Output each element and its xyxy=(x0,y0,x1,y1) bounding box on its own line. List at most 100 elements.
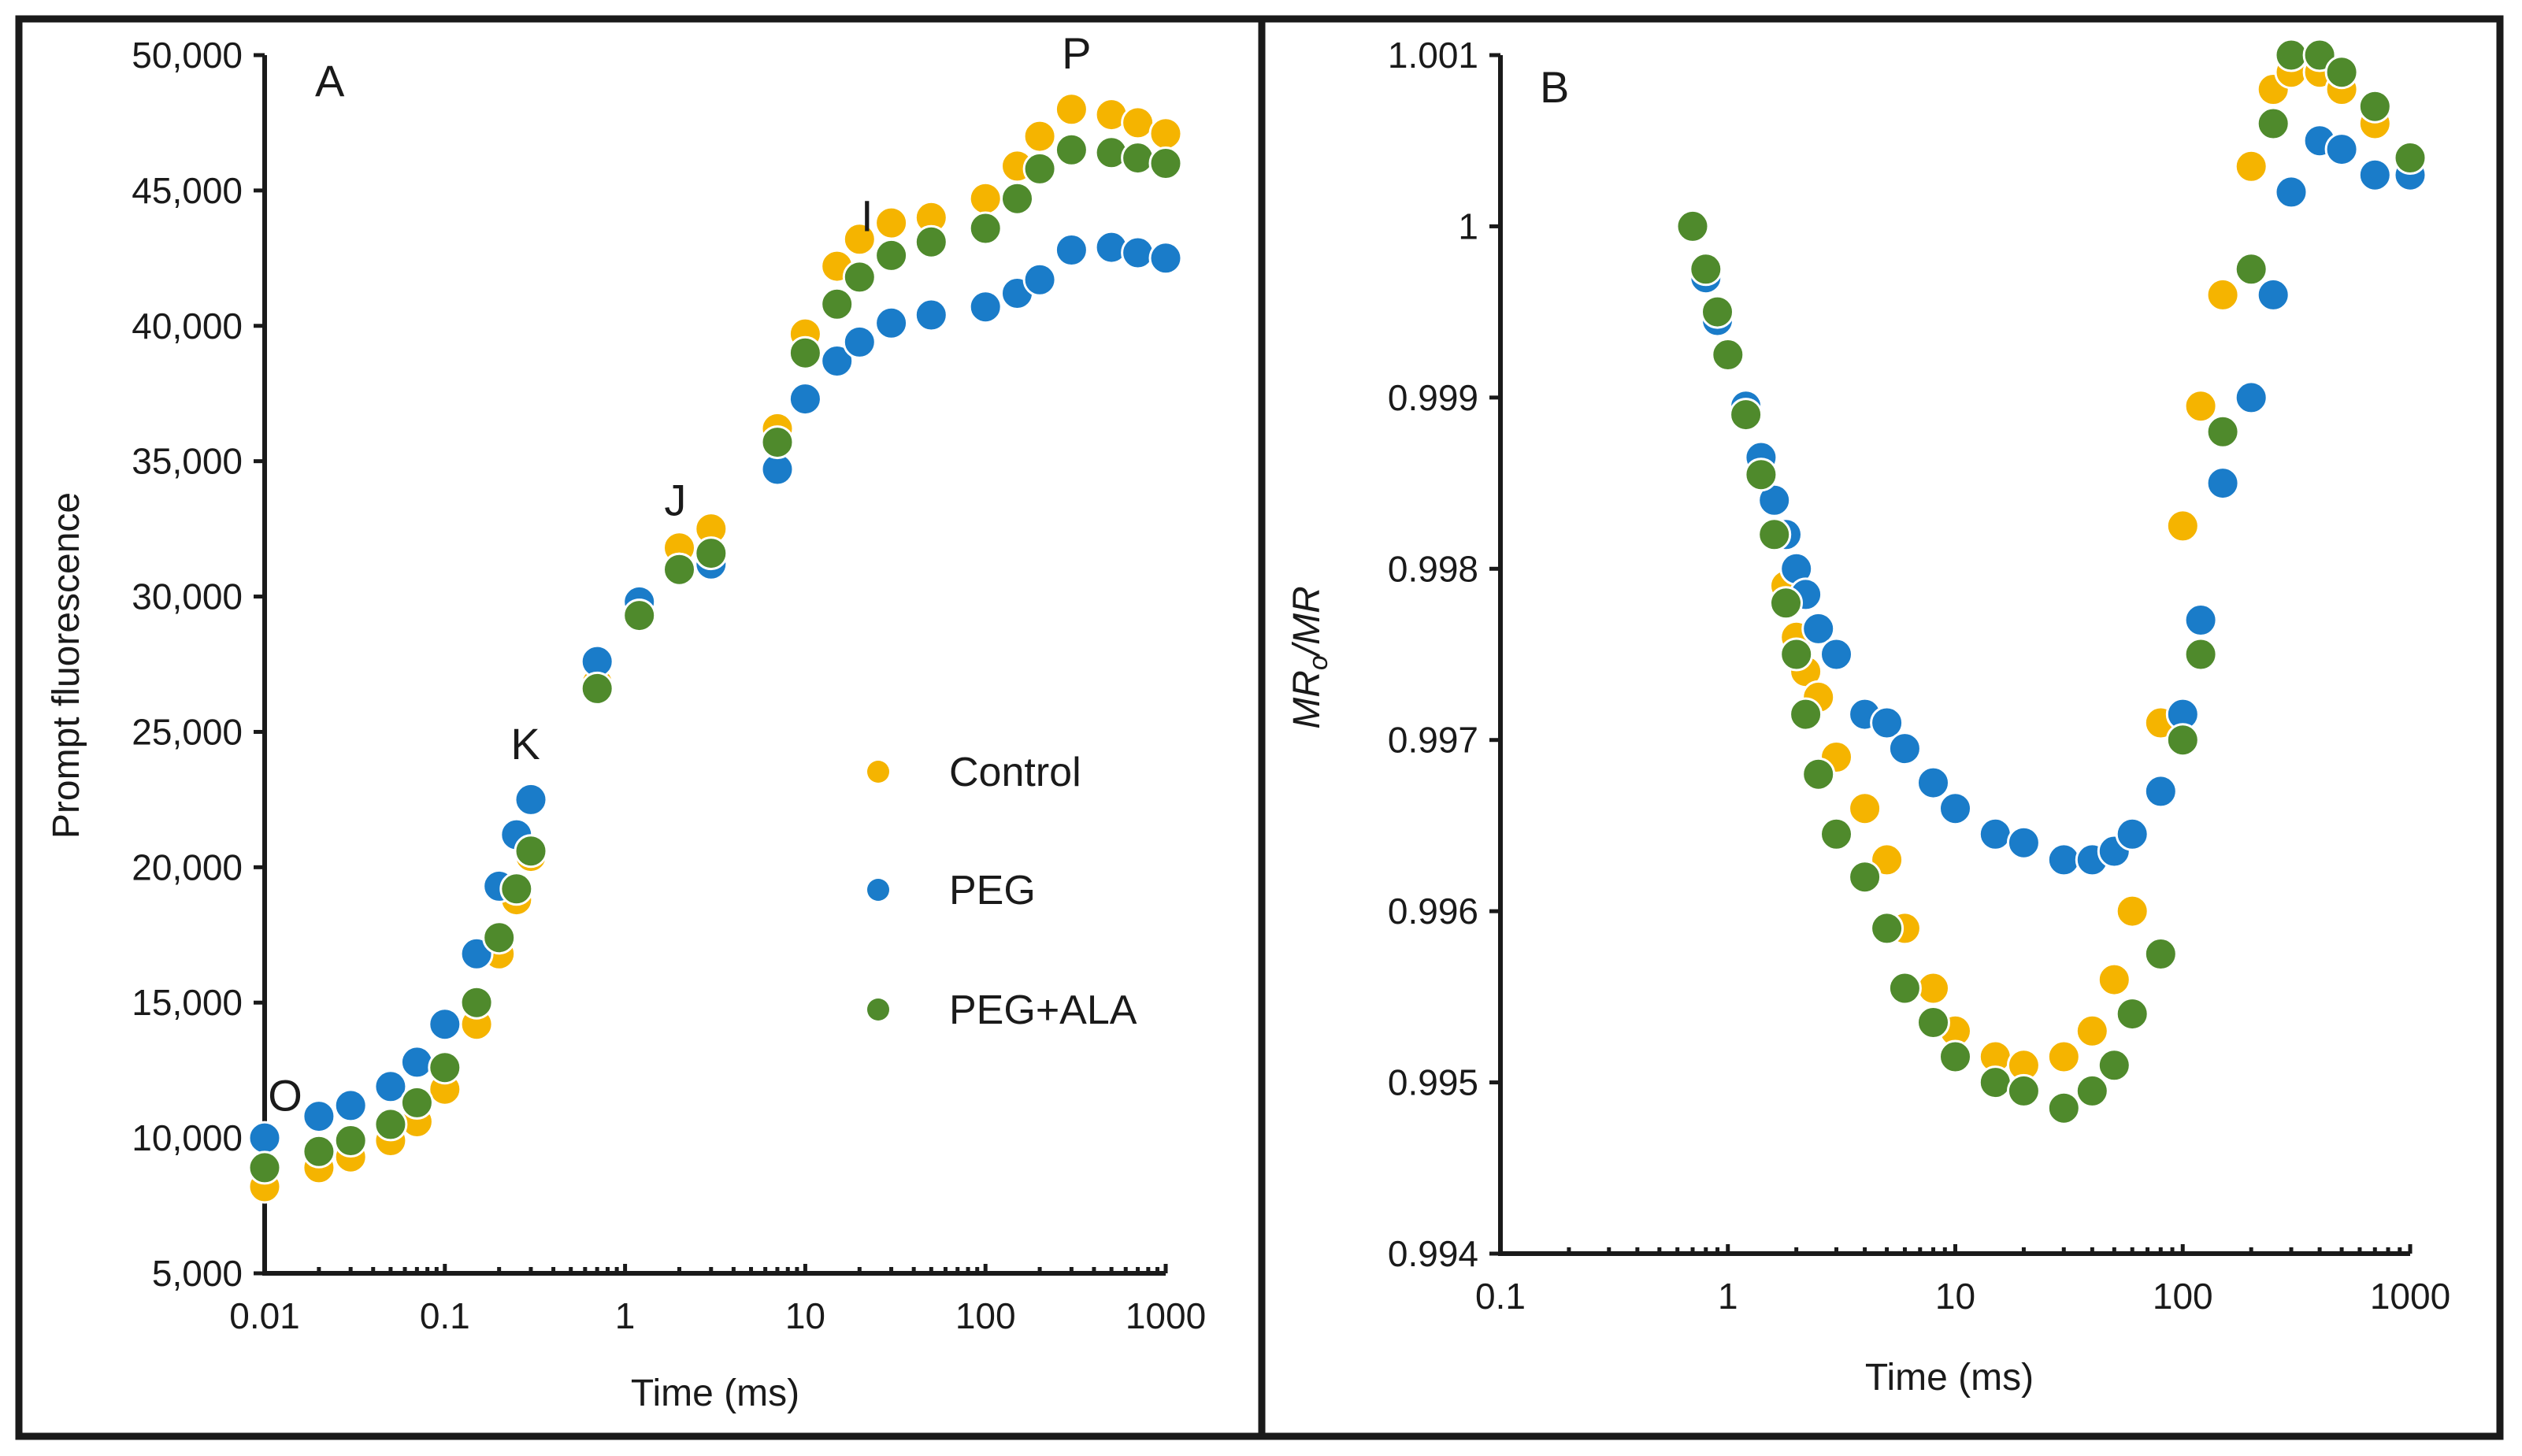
data-point-peg xyxy=(2234,380,2268,415)
data-point-peg-ala xyxy=(2006,1073,2041,1108)
x-tick-label: 10 xyxy=(1935,1276,1975,1317)
x-tick-label: 1000 xyxy=(2370,1276,2450,1317)
data-point-peg-ala xyxy=(514,834,548,869)
data-point-control xyxy=(1148,117,1183,151)
data-point-control xyxy=(1054,92,1089,127)
data-point-peg-ala xyxy=(2357,89,2392,124)
y-tick-label: 40,000 xyxy=(132,306,243,346)
data-point-peg xyxy=(2006,825,2041,860)
legend-label-control: Control xyxy=(949,750,1081,795)
data-point-peg-ala xyxy=(482,921,517,955)
legend-label-peg-ala: PEG+ALA xyxy=(949,987,1137,1033)
y-tick-label: 15,000 xyxy=(132,982,243,1023)
data-point-peg-ala xyxy=(788,335,822,370)
data-point-peg-ala xyxy=(1769,586,1803,621)
data-point-control xyxy=(2165,509,2200,543)
y-tick-label: 5,000 xyxy=(152,1253,243,1294)
data-point-peg xyxy=(1022,262,1057,297)
data-point-peg-ala xyxy=(1744,458,1778,492)
data-point-peg-ala xyxy=(247,1150,282,1185)
data-point-peg-ala xyxy=(1675,209,1710,243)
y-tick-label: 45,000 xyxy=(132,170,243,211)
data-point-peg-ala xyxy=(1121,141,1155,176)
data-point-peg-ala xyxy=(760,425,795,460)
data-point-control xyxy=(1916,971,1950,1006)
data-point-peg xyxy=(1819,637,1853,672)
data-point-peg xyxy=(1148,241,1183,276)
y-tick-label: 0.997 xyxy=(1388,720,1478,761)
data-point-peg-ala xyxy=(499,872,534,906)
data-point-control xyxy=(1870,843,1904,877)
legend-marker-control xyxy=(867,761,889,783)
data-point-peg-ala xyxy=(2393,141,2427,175)
x-tick-label: 100 xyxy=(2153,1276,2213,1317)
data-point-peg-ala xyxy=(1700,295,1734,329)
y-tick-label: 35,000 xyxy=(132,441,243,482)
data-point-peg xyxy=(2256,277,2290,312)
data-point-peg-ala xyxy=(2183,637,2218,672)
data-point-peg-ala xyxy=(2097,1048,2131,1083)
data-point-peg-ala xyxy=(1887,971,1922,1006)
data-point-peg xyxy=(2046,843,2081,877)
data-point-control xyxy=(1022,119,1057,154)
data-point-peg xyxy=(2357,157,2392,192)
data-point-peg-ala xyxy=(1689,252,1723,287)
data-point-peg xyxy=(1978,817,2012,851)
data-point-peg-ala xyxy=(428,1050,462,1085)
y-tick-label: 0.995 xyxy=(1388,1062,1478,1103)
data-point-peg-ala xyxy=(2324,55,2359,90)
y-tick-label: 50,000 xyxy=(132,35,243,76)
data-point-peg xyxy=(1054,233,1089,267)
data-point-peg-ala xyxy=(302,1134,336,1169)
data-point-peg-ala xyxy=(1819,817,1853,851)
data-point-peg xyxy=(373,1069,408,1104)
data-point-peg xyxy=(788,382,822,417)
data-point-control xyxy=(1848,791,1882,826)
x-tick-label: 1 xyxy=(615,1295,636,1336)
y-tick-label: 0.999 xyxy=(1388,377,1478,418)
data-point-control xyxy=(2205,277,2240,312)
panel-b-letter: B xyxy=(1540,62,1569,112)
legend-marker-peg-ala xyxy=(867,998,889,1021)
data-point-control xyxy=(2046,1039,2081,1074)
data-point-peg xyxy=(842,324,877,359)
x-tick-label: 1000 xyxy=(1126,1295,1206,1336)
data-point-peg-ala xyxy=(2274,38,2309,72)
data-point-peg-ala xyxy=(1711,338,1745,372)
x-tick-label: 100 xyxy=(955,1295,1016,1336)
y-tick-label: 10,000 xyxy=(132,1117,243,1158)
y-tick-label: 0.994 xyxy=(1388,1233,1478,1274)
data-point-peg xyxy=(514,782,548,817)
data-point-control xyxy=(2234,149,2268,183)
point-label-p: P xyxy=(1062,28,1091,78)
data-point-peg xyxy=(1887,732,1922,766)
data-point-peg xyxy=(1916,765,1950,800)
panel-a-points xyxy=(247,92,1183,1204)
data-point-peg xyxy=(1870,706,1904,740)
x-tick-label: 0.1 xyxy=(1475,1276,1526,1317)
data-point-peg xyxy=(2115,817,2149,851)
y-tick-label: 30,000 xyxy=(132,576,243,617)
data-point-peg-ala xyxy=(1938,1039,1972,1074)
point-label-i: I xyxy=(861,191,873,240)
panel-a-letter: A xyxy=(315,56,345,106)
data-point-peg-ala xyxy=(1779,637,1814,672)
point-label-k: K xyxy=(510,719,540,769)
y-tick-label: 0.998 xyxy=(1388,548,1478,589)
data-point-control xyxy=(874,206,909,240)
data-point-peg xyxy=(914,298,948,332)
data-point-peg xyxy=(820,344,855,378)
data-point-control xyxy=(2183,389,2218,424)
panel-a-ticks: 0.01 0.1 1 10 100 1000 5,000 10,000 15,000 20,000… xyxy=(132,35,1206,1336)
data-point-peg-ala xyxy=(2165,723,2200,758)
data-point-peg xyxy=(2205,466,2240,501)
panel-b-frame xyxy=(1258,15,2504,1440)
data-point-peg xyxy=(968,290,1003,324)
x-tick-label: 10 xyxy=(785,1295,825,1336)
data-point-peg-ala xyxy=(622,598,657,633)
panel-a-point-labels: O K J I P xyxy=(268,28,1091,1121)
panel-b-points xyxy=(1675,38,2427,1125)
x-tick-label: 0.1 xyxy=(420,1295,470,1336)
data-point-peg-ala xyxy=(580,671,614,706)
